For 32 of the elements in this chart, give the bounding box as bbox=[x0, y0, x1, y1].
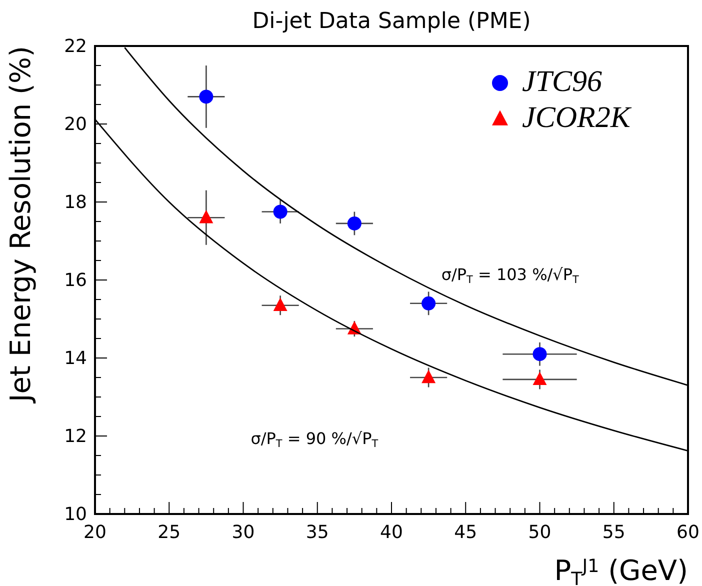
point bbox=[199, 210, 214, 224]
point bbox=[422, 370, 436, 384]
y-tick-label: 14 bbox=[64, 348, 87, 369]
y-tick-label: 16 bbox=[64, 270, 87, 291]
y-tick-label: 18 bbox=[64, 192, 87, 213]
point bbox=[532, 347, 547, 362]
legend-label: JCOR2K bbox=[522, 101, 632, 134]
point bbox=[532, 372, 547, 386]
y-tick-label: 12 bbox=[64, 426, 87, 447]
x-tick-label: 25 bbox=[158, 522, 181, 543]
point bbox=[422, 296, 436, 310]
point bbox=[273, 204, 288, 219]
legend-label: JTC96 bbox=[522, 65, 602, 98]
x-tick-label: 55 bbox=[602, 522, 626, 543]
x-tick-label: 50 bbox=[528, 522, 552, 543]
chart-title: Di-jet Data Sample (PME) bbox=[252, 9, 531, 34]
x-tick-label: 20 bbox=[84, 522, 106, 543]
x-tick-label: 35 bbox=[306, 522, 329, 543]
y-tick-label: 22 bbox=[64, 36, 87, 57]
x-tick-label: 45 bbox=[454, 522, 478, 543]
annotation: σ/P$_{T}$ = 103 %/√P$_{T}$ bbox=[441, 265, 580, 286]
point bbox=[273, 298, 288, 311]
y-axis-title: Jet Energy Resolution (%) bbox=[4, 46, 37, 404]
x-tick-label: 40 bbox=[380, 522, 403, 543]
x-tick-label: 30 bbox=[232, 522, 255, 543]
x-axis-title: P$_{T}$$^{J1}$ (GeV) bbox=[554, 554, 688, 586]
y-tick-label: 20 bbox=[64, 114, 87, 135]
annotation: σ/P$_{T}$ = 90 %/√P$_{T}$ bbox=[250, 428, 379, 450]
x-tick-label: 60 bbox=[676, 522, 700, 543]
y-tick-label: 10 bbox=[64, 504, 87, 525]
point bbox=[199, 90, 214, 104]
point bbox=[347, 216, 362, 230]
